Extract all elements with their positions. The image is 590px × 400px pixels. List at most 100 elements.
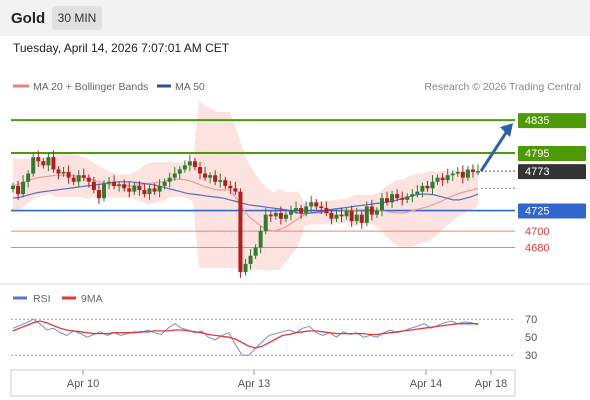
timeframe-button[interactable]: 30 MIN <box>52 6 102 30</box>
rsi-legend-label: RSI <box>33 293 51 305</box>
candle-body <box>369 206 374 215</box>
candle-body <box>324 208 329 213</box>
candle-body <box>223 180 228 186</box>
candle-body <box>172 173 177 178</box>
rsi-tick-30: 30 <box>525 350 537 362</box>
timestamp: Tuesday, April 14, 2026 7:07:01 AM CET <box>13 41 230 55</box>
candle-body <box>101 183 106 199</box>
candle-body <box>233 188 238 192</box>
candle-body <box>299 208 304 213</box>
header-bar: Gold 30 MIN <box>0 0 590 36</box>
candle-body <box>76 175 81 182</box>
candle-body <box>339 214 344 217</box>
rsi-panel: 70 50 30 <box>11 314 537 362</box>
candle-body <box>162 181 167 186</box>
candle-body <box>91 181 96 190</box>
candle-body <box>390 194 395 203</box>
level-tag-4835 <box>518 113 586 129</box>
candle-body <box>132 185 137 192</box>
candle-body <box>319 206 324 209</box>
candle-body <box>440 177 445 181</box>
candle-body <box>410 194 415 197</box>
candle-body <box>248 255 253 264</box>
candle-body <box>349 210 354 222</box>
level-label-4835: 4835 <box>525 115 549 127</box>
candle-body <box>192 161 197 167</box>
x-axis: Apr 10 Apr 13 Apr 14 Apr 18 <box>67 370 507 390</box>
candle-body <box>435 177 440 182</box>
candle-body <box>21 181 26 195</box>
candle-body <box>41 161 46 166</box>
candle-body <box>415 191 420 195</box>
candle-body <box>157 185 162 192</box>
candle-body <box>228 185 233 189</box>
candle-body <box>147 188 152 195</box>
candle-body <box>112 181 117 186</box>
candle-body <box>36 157 41 162</box>
rsi-series-9ma <box>12 320 478 349</box>
candle-body <box>455 171 460 174</box>
candle-body <box>81 175 86 178</box>
bollinger-band-area <box>13 100 478 271</box>
candle-body <box>273 213 278 217</box>
candle-body <box>198 167 203 174</box>
candle-body <box>359 214 364 223</box>
candle-body <box>51 157 56 170</box>
candle-body <box>117 184 122 186</box>
candle-body <box>288 210 293 215</box>
trend-arrow-shaft <box>479 130 509 172</box>
candle-body <box>187 161 192 166</box>
candle-body <box>127 188 132 192</box>
candle-body <box>314 202 319 207</box>
candle-body <box>56 169 61 174</box>
candle-body <box>460 171 465 178</box>
candle-body <box>268 214 273 217</box>
candle-body <box>208 175 213 178</box>
rsi-tick-50: 50 <box>525 332 537 344</box>
candle-body <box>122 184 127 189</box>
candle-body <box>476 171 480 173</box>
candle-body <box>253 247 258 256</box>
rsi-series-rsi <box>12 318 479 356</box>
candle-body <box>354 214 359 222</box>
level-label-4725: 4725 <box>525 206 549 218</box>
level-tag-4795 <box>518 146 586 162</box>
candle-body <box>329 213 334 219</box>
level-label-4773: 4773 <box>525 166 549 178</box>
candle-body <box>304 206 309 213</box>
level-label-4795: 4795 <box>525 148 549 160</box>
candle-body <box>385 198 390 203</box>
candle-body <box>278 213 283 219</box>
candle-body <box>177 169 182 174</box>
candle-body <box>379 198 384 211</box>
level-tag-4725 <box>518 203 586 219</box>
candle-body <box>86 177 91 182</box>
candle-body <box>400 198 405 200</box>
candle-body <box>26 173 31 182</box>
candle-body <box>213 175 218 182</box>
candle-body <box>218 180 223 182</box>
candle-body <box>263 214 268 232</box>
candle-body <box>450 173 455 176</box>
candle-body <box>294 208 299 211</box>
x-tick-label: Apr 10 <box>67 378 99 390</box>
candle-body <box>258 231 263 248</box>
candle-body <box>46 157 51 166</box>
candle-body <box>31 157 36 174</box>
candle-body <box>152 188 157 192</box>
candle-body <box>203 173 208 178</box>
candle-body <box>71 177 76 182</box>
candle-body <box>465 169 470 178</box>
candle-body <box>142 190 147 195</box>
candle-body <box>445 175 450 181</box>
x-tick-label: Apr 18 <box>475 378 507 390</box>
candle-body <box>309 202 314 207</box>
candle-body <box>395 194 400 199</box>
level-label-4700: 4700 <box>525 226 549 238</box>
candle-body <box>66 171 71 178</box>
instrument-title: Gold <box>11 10 46 27</box>
candle-body <box>405 196 410 200</box>
candle-body <box>243 263 248 273</box>
candle-body <box>107 181 112 184</box>
candle-body <box>16 185 21 195</box>
